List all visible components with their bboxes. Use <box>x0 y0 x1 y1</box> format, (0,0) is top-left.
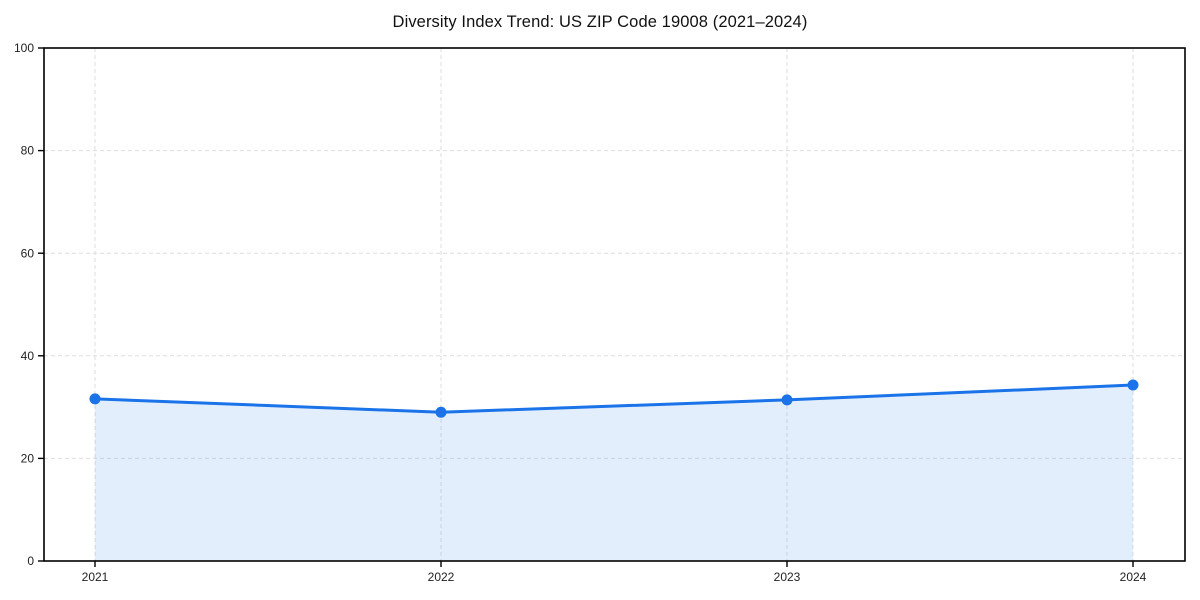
area-fill <box>95 385 1133 561</box>
data-point-2024 <box>1127 379 1139 391</box>
data-point-2021 <box>89 393 101 405</box>
chart-title: Diversity Index Trend: US ZIP Code 19008… <box>392 13 808 31</box>
x-tick-label: 2022 <box>428 570 455 584</box>
y-tick-label: 60 <box>21 246 35 260</box>
y-tick-label: 80 <box>21 144 35 158</box>
y-tick-label: 20 <box>21 451 35 465</box>
x-tick-label: 2021 <box>82 570 109 584</box>
data-point-2023 <box>781 394 793 406</box>
trend-line <box>93 383 1135 414</box>
x-tick-label: 2024 <box>1120 570 1147 584</box>
x-tick-label: 2023 <box>774 570 801 584</box>
data-point-2022 <box>435 406 447 418</box>
y-tick-label: 40 <box>21 349 35 363</box>
y-tick-label: 0 <box>27 554 34 568</box>
plot-border <box>43 47 1186 562</box>
y-tick-label: 100 <box>14 41 34 55</box>
